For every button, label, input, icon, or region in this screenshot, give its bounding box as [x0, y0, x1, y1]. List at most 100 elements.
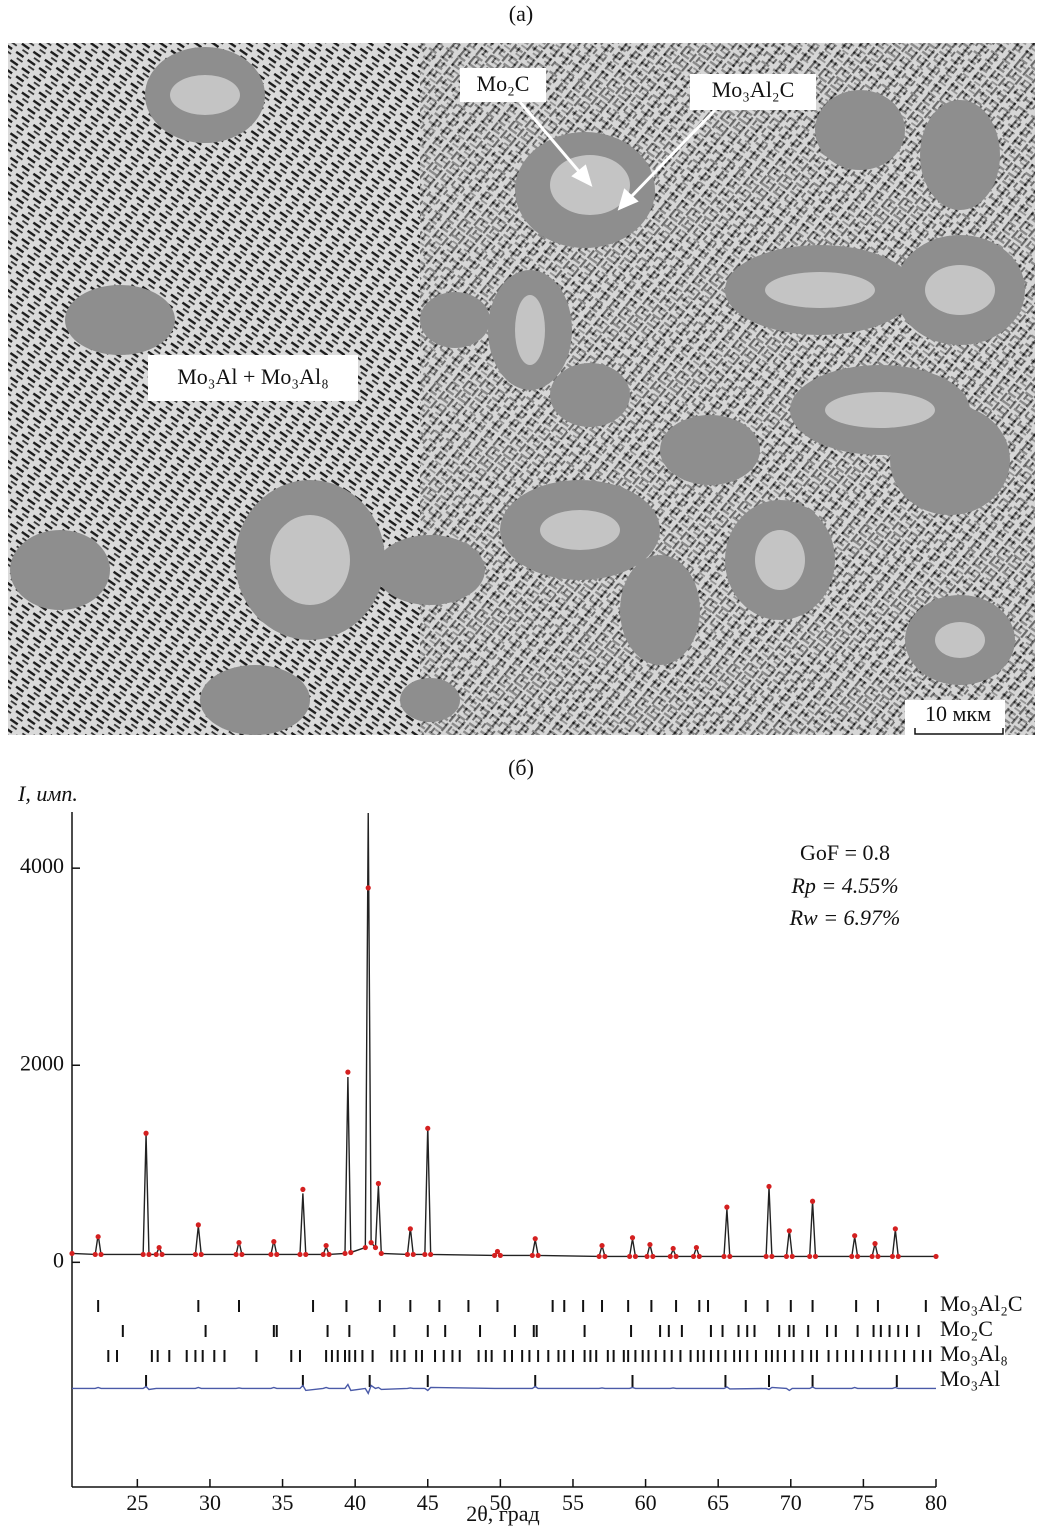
observed-point — [494, 1248, 501, 1255]
observed-point — [378, 1250, 384, 1257]
observed-point — [727, 1253, 733, 1260]
observed-point — [233, 1251, 239, 1258]
observed-point — [345, 1069, 351, 1075]
observed-point — [673, 1253, 679, 1260]
observed-point — [690, 1253, 697, 1260]
observed-point — [644, 1253, 650, 1260]
observed-point — [627, 1253, 633, 1260]
observed-point — [348, 1249, 354, 1256]
phase-name: Mo₂C — [940, 1316, 993, 1341]
x-tick-label: 45 — [417, 1490, 439, 1515]
observed-point — [236, 1240, 242, 1246]
x-tick-label: 50 — [489, 1490, 511, 1515]
observed-point — [786, 1228, 792, 1234]
observed-point — [599, 1242, 605, 1249]
panel-label: (a) — [509, 1, 533, 26]
observed-point — [159, 1251, 165, 1258]
observed-point — [854, 1253, 861, 1260]
y-axis-label: I, имп. — [17, 781, 78, 806]
observed-point — [875, 1253, 881, 1260]
observed-point — [696, 1253, 702, 1260]
observed-point — [428, 1251, 434, 1258]
observed-point — [491, 1252, 498, 1259]
observed-point — [156, 1244, 162, 1251]
observed-point — [849, 1253, 855, 1260]
observed-point — [95, 1234, 101, 1240]
annotation: Rp = 4.55% — [790, 873, 898, 898]
observed-point — [410, 1251, 416, 1258]
x-tick-label: 40 — [344, 1490, 366, 1515]
annotation: Rw = 6.97% — [789, 905, 901, 930]
phase-label: Mo₃Al₂C — [712, 77, 795, 102]
y-tick-label: 0 — [53, 1247, 64, 1272]
observed-point — [535, 1252, 541, 1259]
observed-point — [532, 1236, 538, 1242]
y-tick-label: 4000 — [20, 853, 64, 878]
observed-point — [529, 1252, 535, 1259]
observed-point — [497, 1252, 503, 1259]
observed-point — [422, 1251, 428, 1258]
x-tick-label: 25 — [126, 1490, 148, 1515]
x-tick-label: 70 — [780, 1490, 802, 1515]
phase-label: Mo₂C — [477, 71, 530, 96]
observed-point — [769, 1253, 775, 1260]
observed-point — [670, 1245, 676, 1252]
observed-point — [271, 1239, 277, 1245]
observed-point — [629, 1235, 636, 1241]
observed-point — [889, 1253, 896, 1260]
micrograph — [8, 43, 1035, 735]
x-axis-label: 2θ, град — [466, 1501, 540, 1526]
observed-point — [650, 1253, 656, 1260]
observed-point — [368, 1240, 374, 1246]
difference-line — [72, 1383, 936, 1396]
observed-point — [632, 1253, 639, 1260]
observed-point — [365, 885, 371, 891]
observed-point — [239, 1251, 245, 1258]
observed-point — [404, 1251, 411, 1258]
observed-point — [146, 1251, 152, 1258]
observed-point — [407, 1226, 413, 1232]
observed-point — [140, 1251, 146, 1258]
observed-point — [303, 1251, 309, 1258]
y-tick-label: 2000 — [20, 1050, 64, 1075]
phase-label: Mo₃Al + Mo₃Al₈ — [177, 364, 329, 389]
observed-point — [195, 1222, 201, 1228]
observed-point — [596, 1253, 602, 1260]
observed-point — [320, 1251, 326, 1258]
scale-bar-label: 10 мкм — [925, 701, 991, 726]
observed-point — [869, 1253, 875, 1260]
observed-point — [693, 1244, 700, 1251]
observed-point — [153, 1251, 159, 1258]
observed-point — [812, 1253, 819, 1260]
observed-point — [274, 1251, 280, 1258]
x-tick-label: 55 — [562, 1490, 584, 1515]
observed-point — [372, 1244, 379, 1251]
observed-point — [892, 1226, 898, 1232]
x-tick-label: 35 — [272, 1490, 294, 1515]
observed-point — [268, 1251, 274, 1258]
observed-point — [766, 1183, 772, 1190]
observed-point — [807, 1253, 813, 1260]
observed-point — [763, 1253, 769, 1260]
observed-point — [143, 1130, 149, 1136]
observed-point — [323, 1242, 329, 1249]
observed-point — [852, 1233, 858, 1239]
observed-point — [198, 1251, 204, 1258]
observed-point — [721, 1253, 727, 1260]
observed-point — [789, 1253, 795, 1260]
observed-point — [300, 1186, 306, 1193]
observed-point — [933, 1253, 939, 1260]
observed-point — [98, 1251, 104, 1258]
observed-point — [872, 1241, 878, 1247]
phase-name: Mo₃Al — [940, 1366, 1000, 1391]
x-tick-label: 30 — [199, 1490, 221, 1515]
x-tick-label: 80 — [925, 1490, 947, 1515]
phase-name: Mo₃Al₂C — [940, 1291, 1023, 1316]
x-tick-label: 60 — [635, 1490, 657, 1515]
observed-point — [92, 1251, 98, 1258]
observed-point — [647, 1241, 653, 1248]
observed-point — [667, 1253, 673, 1260]
x-tick-label: 65 — [707, 1490, 729, 1515]
phase-name: Mo₃Al₈ — [940, 1341, 1008, 1366]
